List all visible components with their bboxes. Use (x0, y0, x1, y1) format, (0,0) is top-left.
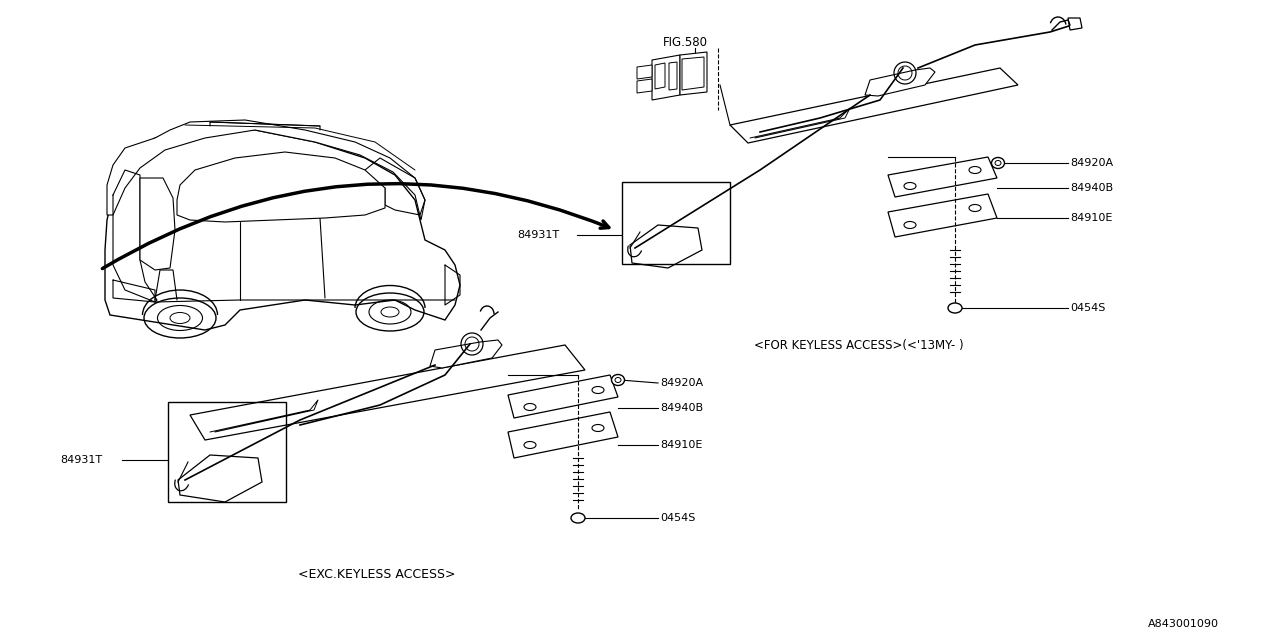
Text: 84940B: 84940B (660, 403, 703, 413)
Polygon shape (630, 225, 701, 268)
Polygon shape (730, 68, 1018, 143)
Polygon shape (888, 194, 997, 237)
Polygon shape (1068, 18, 1082, 30)
Polygon shape (637, 65, 652, 79)
Text: 84910E: 84910E (660, 440, 703, 450)
Text: 0454S: 0454S (660, 513, 695, 523)
Text: 84931T: 84931T (517, 230, 559, 240)
Text: 84920A: 84920A (660, 378, 703, 388)
Polygon shape (637, 79, 652, 93)
Polygon shape (177, 152, 385, 222)
Ellipse shape (948, 303, 963, 313)
Polygon shape (189, 345, 585, 440)
Polygon shape (140, 178, 175, 270)
Text: 84920A: 84920A (1070, 158, 1114, 168)
Polygon shape (508, 412, 618, 458)
Text: <EXC.KEYLESS ACCESS>: <EXC.KEYLESS ACCESS> (298, 568, 456, 582)
Polygon shape (655, 63, 666, 89)
Polygon shape (652, 55, 680, 100)
Polygon shape (430, 340, 502, 368)
Bar (622, 182, 730, 264)
Bar (168, 402, 285, 502)
Ellipse shape (571, 513, 585, 523)
Text: 84910E: 84910E (1070, 213, 1112, 223)
Polygon shape (105, 128, 460, 330)
Polygon shape (108, 120, 425, 220)
Text: 0454S: 0454S (1070, 303, 1106, 313)
Polygon shape (682, 57, 704, 90)
Polygon shape (888, 157, 997, 197)
Polygon shape (669, 62, 677, 90)
Polygon shape (865, 68, 934, 96)
Text: 84940B: 84940B (1070, 183, 1114, 193)
Polygon shape (680, 52, 707, 95)
FancyArrowPatch shape (102, 184, 609, 269)
Text: FIG.580: FIG.580 (663, 35, 708, 49)
Ellipse shape (612, 374, 625, 385)
Ellipse shape (992, 157, 1005, 168)
Polygon shape (508, 375, 618, 418)
Text: <FOR KEYLESS ACCESS>(<'13MY- ): <FOR KEYLESS ACCESS>(<'13MY- ) (754, 339, 964, 351)
Polygon shape (178, 455, 262, 502)
Text: 84931T: 84931T (60, 455, 102, 465)
Text: A843001090: A843001090 (1148, 619, 1219, 629)
